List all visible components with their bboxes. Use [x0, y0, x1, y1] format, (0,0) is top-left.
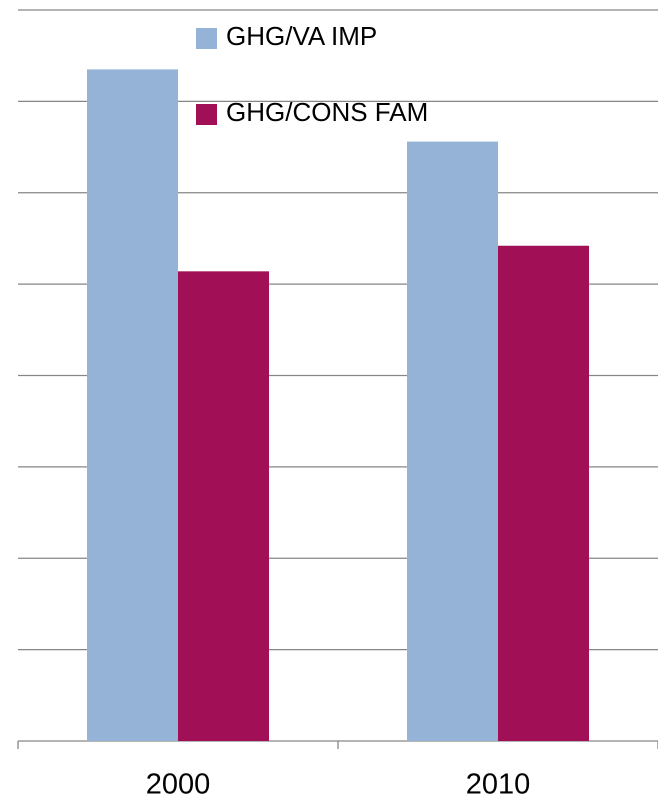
legend-label: GHG/CONS FAM: [226, 97, 428, 127]
legend-label: GHG/VA IMP: [226, 21, 377, 51]
x-tick-label: 2000: [146, 769, 211, 801]
bar: [498, 245, 589, 741]
bar: [87, 69, 178, 742]
legend-swatch: [196, 28, 217, 49]
bar: [178, 271, 269, 741]
x-tick-label: 2010: [466, 769, 531, 801]
bar: [407, 141, 498, 741]
legend-swatch: [196, 104, 217, 125]
